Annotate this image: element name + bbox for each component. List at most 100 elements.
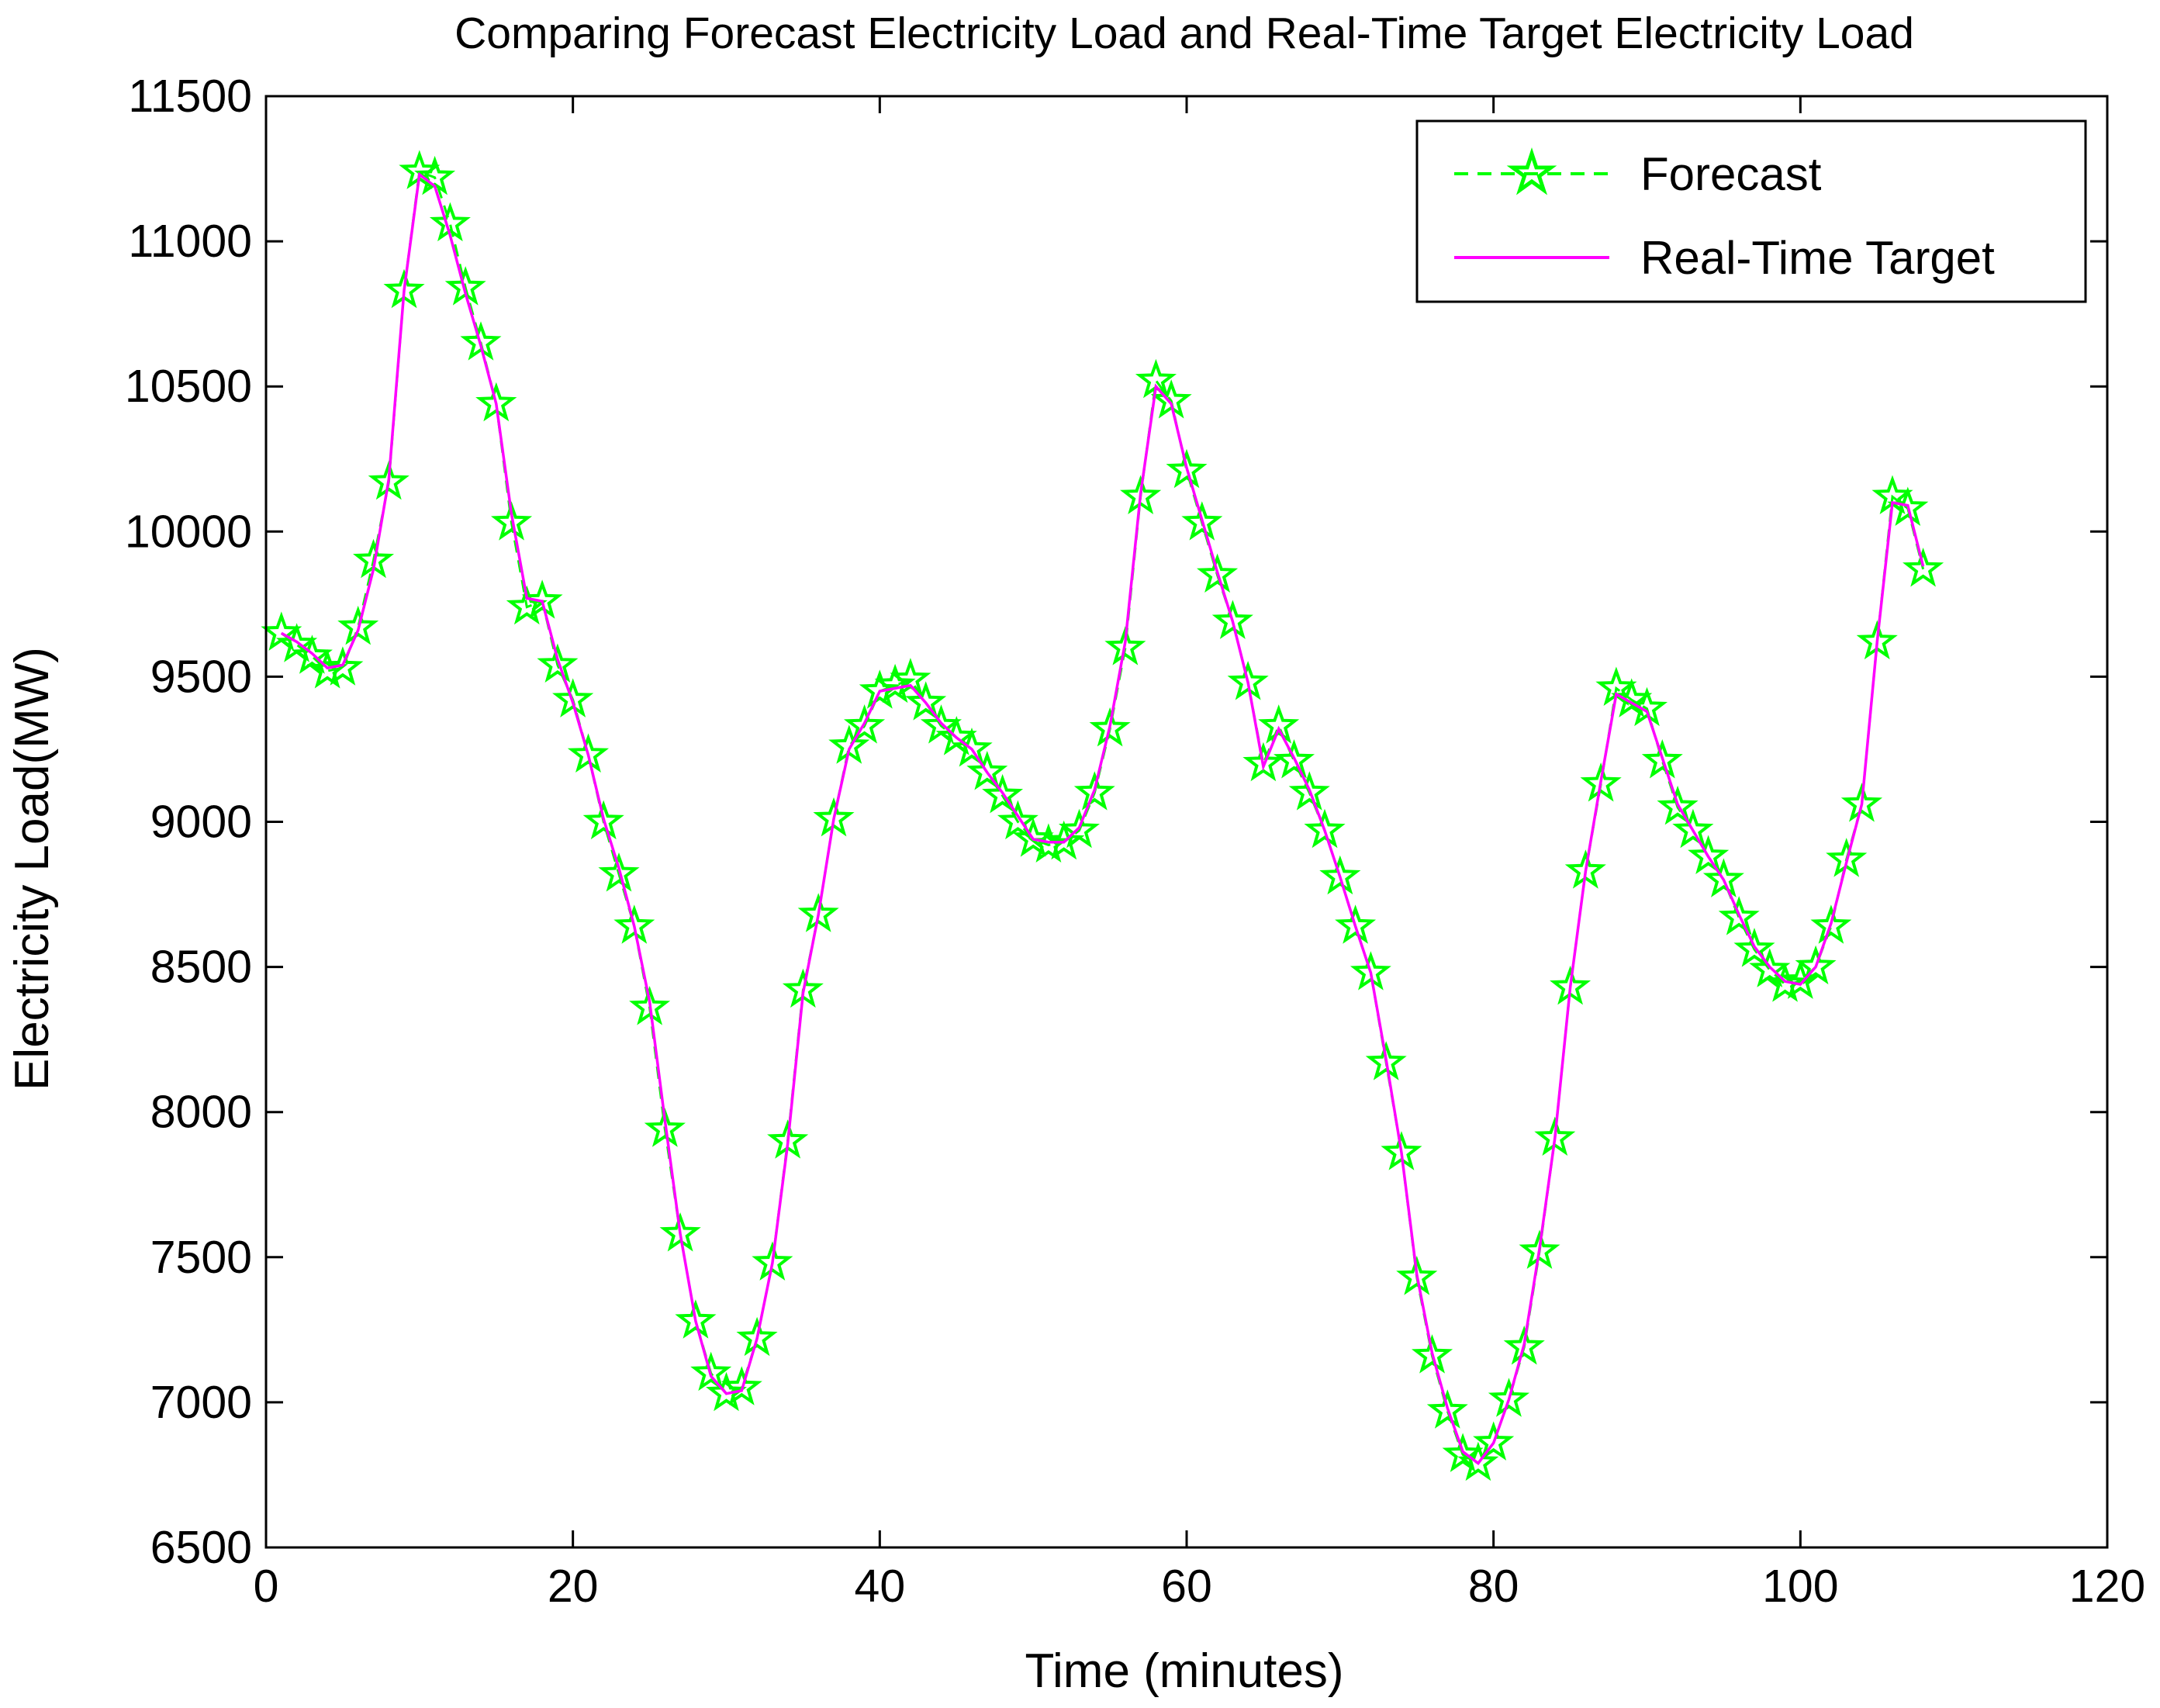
y-tick-label: 6500 xyxy=(150,1522,252,1573)
forecast-point-marker xyxy=(521,579,563,619)
forecast-point-marker xyxy=(613,904,655,944)
y-tick-label: 7500 xyxy=(150,1232,252,1283)
forecast-point-marker xyxy=(1335,904,1377,944)
forecast-point-marker xyxy=(291,634,333,674)
y-tick-label: 11000 xyxy=(128,216,252,267)
forecast-point-marker xyxy=(1749,948,1791,987)
forecast-point-marker xyxy=(414,155,456,195)
forecast-point-marker xyxy=(1211,600,1253,639)
forecast-point-marker xyxy=(1810,904,1852,944)
forecast-point-marker xyxy=(1274,739,1315,779)
y-tick-label: 9000 xyxy=(150,797,252,848)
forecast-point-marker xyxy=(629,986,671,1025)
forecast-point-marker xyxy=(1688,835,1730,875)
forecast-point-marker xyxy=(1043,820,1085,860)
forecast-point-marker xyxy=(690,1351,732,1392)
forecast-point-marker xyxy=(1258,704,1300,744)
forecast-point-marker xyxy=(1242,742,1284,782)
forecast-point-marker xyxy=(1702,858,1744,897)
legend-forecast-label: Forecast xyxy=(1640,148,1822,200)
legend: Forecast Real-Time Target xyxy=(1415,119,2087,303)
x-tick-label: 100 xyxy=(1762,1561,1838,1612)
forecast-point-marker xyxy=(1089,707,1131,747)
forecast-point-marker xyxy=(1196,553,1239,593)
forecast-point-marker xyxy=(1580,762,1622,802)
forecast-point-marker xyxy=(1903,547,1944,587)
forecast-point-marker xyxy=(1104,626,1146,666)
forecast-point-marker xyxy=(1426,1389,1468,1429)
forecast-point-marker xyxy=(966,751,1008,790)
legend-real-time-target-label: Real-Time Target xyxy=(1640,232,1995,284)
y-tick-label: 10500 xyxy=(125,361,252,412)
forecast-point-marker xyxy=(337,605,379,645)
forecast-point-marker xyxy=(1672,808,1714,849)
forecast-point-marker xyxy=(905,681,947,721)
legend-box xyxy=(1415,119,2087,303)
y-axis-label: Electricity Load(MW) xyxy=(5,647,59,1091)
forecast-point-marker xyxy=(1503,1325,1545,1365)
forecast-point-marker xyxy=(874,663,916,704)
y-tick-label: 8500 xyxy=(150,942,252,993)
forecast-point-marker xyxy=(736,1316,778,1357)
forecast-point-marker xyxy=(1365,1041,1407,1080)
y-tick-label: 10000 xyxy=(125,506,252,557)
y-tick-label: 8000 xyxy=(150,1087,252,1138)
forecast-point-marker xyxy=(1764,963,1806,1002)
forecast-point-marker xyxy=(843,704,886,744)
y-tick-label: 7000 xyxy=(150,1377,252,1428)
forecast-point-marker xyxy=(752,1241,793,1281)
forecast-point-marker xyxy=(706,1371,747,1412)
forecast-point-marker xyxy=(997,800,1039,840)
forecast-point-marker xyxy=(1073,771,1115,811)
forecast-point-marker xyxy=(1718,896,1760,935)
x-tick-label: 80 xyxy=(1468,1561,1519,1612)
forecast-point-marker xyxy=(429,202,471,242)
x-tick-label: 20 xyxy=(548,1561,599,1612)
forecast-point-marker xyxy=(675,1299,717,1339)
forecast-point-marker xyxy=(1840,783,1883,822)
forecast-point-marker xyxy=(721,1366,762,1405)
tick-labels: 0 20 40 60 80 100 120 6500 7000 7500 8000 8500 9000 9… xyxy=(125,71,2145,1612)
forecast-point-marker xyxy=(1319,855,1361,895)
forecast-point-marker xyxy=(859,669,900,709)
forecast-point-marker xyxy=(1519,1229,1560,1269)
forecast-point-marker xyxy=(322,646,364,686)
forecast-point-marker xyxy=(1396,1256,1438,1295)
forecast-point-marker xyxy=(368,460,410,500)
forecast-point-marker xyxy=(1795,945,1837,985)
x-tick-label: 120 xyxy=(2069,1561,2145,1612)
legend-forecast-star-marker xyxy=(1506,147,1557,195)
forecast-point-marker xyxy=(1641,739,1683,779)
forecast-point-marker xyxy=(644,1108,686,1147)
series-layer xyxy=(261,150,1944,1482)
plot-area-frame xyxy=(264,95,2109,1549)
real-time-target-series-line xyxy=(280,171,1925,1465)
forecast-point-marker xyxy=(567,733,610,773)
forecast-point-marker xyxy=(1657,785,1699,825)
x-tick-label: 40 xyxy=(855,1561,906,1612)
x-axis-label: Time (minutes) xyxy=(1025,1644,1343,1698)
forecast-point-marker xyxy=(582,800,624,840)
forecast-point-marker xyxy=(1058,808,1100,849)
forecast-point-marker xyxy=(982,773,1024,814)
chart-title: Comparing Forecast Electricity Load and … xyxy=(454,9,1914,58)
forecast-point-marker xyxy=(1166,448,1208,489)
forecast-point-marker xyxy=(1488,1378,1530,1417)
forecast-point-marker xyxy=(1304,808,1346,849)
x-tick-label: 60 xyxy=(1161,1561,1212,1612)
forecast-point-marker xyxy=(1411,1334,1453,1374)
forecast-point-marker xyxy=(1442,1433,1484,1472)
forecast-point-marker xyxy=(1288,771,1330,811)
forecast-point-marker xyxy=(598,852,640,892)
forecast-point-marker xyxy=(1457,1441,1499,1482)
forecast-point-marker xyxy=(1733,928,1775,967)
y-tick-label: 9500 xyxy=(150,651,252,702)
x-tick-label: 0 xyxy=(254,1561,279,1612)
forecast-point-marker xyxy=(537,643,579,683)
forecast-point-marker xyxy=(1181,501,1223,541)
forecast-point-marker xyxy=(1473,1421,1515,1461)
forecast-point-marker xyxy=(490,501,533,541)
forecast-point-marker xyxy=(951,727,993,767)
y-tick-label: 11500 xyxy=(128,71,252,122)
